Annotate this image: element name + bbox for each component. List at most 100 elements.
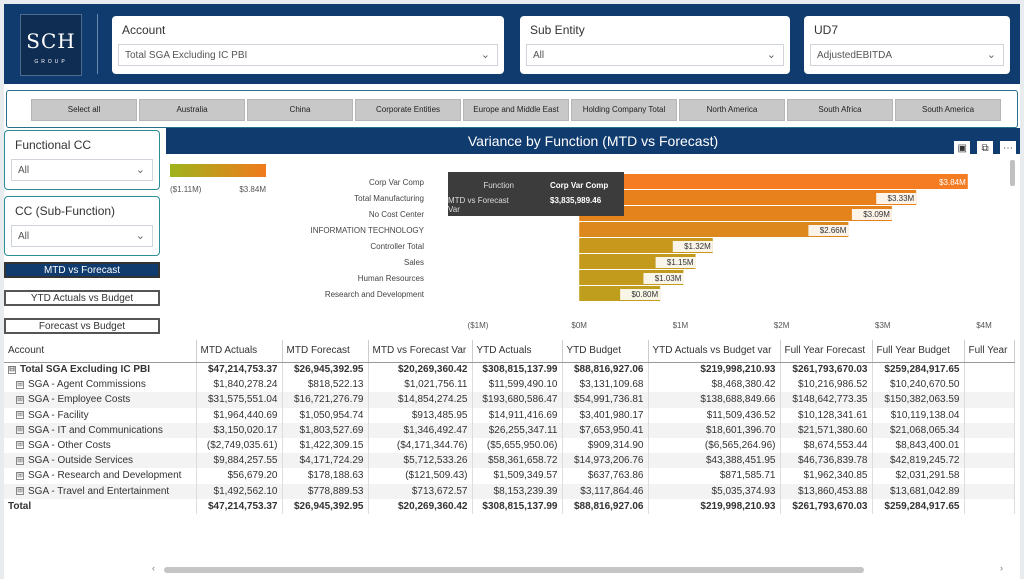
table-row[interactable]: ⊞ SGA - IT and Communications $3,150,020.1… — [4, 422, 1015, 438]
value-cell: $3,117,864.46 — [562, 483, 649, 499]
table-row[interactable]: ⊞ SGA - Travel and Entertainment $1,492,56… — [4, 483, 1015, 499]
table-row[interactable]: Total $47,214,753.37 $26,945,392.95 $20,269… — [4, 498, 1015, 514]
value-cell: $4,171,724.29 — [282, 453, 369, 469]
column-header[interactable]: Full Year Forecast — [780, 340, 873, 363]
table-row[interactable]: ⊞ SGA - Research and Development $56,679.2… — [4, 468, 1015, 484]
column-header[interactable]: YTD Actuals vs Budget var — [648, 340, 781, 363]
expand-icon[interactable]: ⊞ — [16, 395, 24, 404]
value-cell: $308,815,137.99 — [472, 362, 563, 378]
value-cell: $178,188.63 — [282, 468, 369, 484]
variance-table: Account MTD Actuals MTD Forecast MTD vs For… — [4, 340, 1015, 514]
ytd-actuals-vs-budget-button[interactable]: YTD Actuals vs Budget — [4, 290, 160, 306]
sub-entity-slicer-title: Sub Entity — [530, 23, 585, 37]
bar[interactable] — [579, 222, 849, 237]
value-cell: $2,031,291.58 — [872, 468, 965, 484]
pin-icon[interactable]: ▣ — [954, 141, 971, 157]
account-cell: ⊞ SGA - Travel and Entertainment — [4, 483, 197, 499]
functional-cc-dropdown[interactable]: All ⌄ — [11, 159, 153, 181]
table-row[interactable]: ⊞ SGA - Employee Costs $31,575,551.04 $16,7… — [4, 392, 1015, 408]
column-header[interactable]: MTD Forecast — [282, 340, 369, 363]
category-label: Human Resources — [358, 274, 424, 283]
region-button-china[interactable]: China — [247, 99, 353, 121]
expand-icon[interactable]: ⊞ — [16, 380, 24, 389]
expand-icon[interactable]: ⊞ — [16, 411, 24, 420]
value-cell: $1,422,309.15 — [282, 437, 369, 454]
value-cell — [964, 362, 1015, 378]
collapse-icon[interactable]: ⊟ — [8, 365, 16, 374]
data-label-background — [808, 225, 849, 236]
x-tick-label: $2M — [774, 321, 790, 330]
column-header[interactable]: YTD Budget — [562, 340, 649, 363]
account-cell: ⊞ SGA - Research and Development — [4, 468, 197, 484]
data-label-background — [851, 209, 892, 220]
category-label: Total Manufacturing — [354, 194, 424, 203]
forecast-vs-budget-button[interactable]: Forecast vs Budget — [4, 318, 160, 334]
table-row[interactable]: ⊞ SGA - Agent Commissions $1,840,278.24 $81… — [4, 377, 1015, 393]
region-button-europe-middle-east[interactable]: Europe and Middle East — [463, 99, 569, 121]
expand-icon[interactable]: ⊞ — [16, 426, 24, 435]
focus-icon[interactable]: ⧉ — [977, 141, 994, 157]
value-cell: $7,653,950.41 — [562, 422, 649, 438]
region-button-select-all[interactable]: Select all — [31, 99, 137, 121]
ud7-slicer-title: UD7 — [814, 23, 839, 37]
value-cell: $26,945,392.95 — [282, 362, 369, 378]
value-cell — [964, 392, 1015, 408]
data-label: $2.66M — [820, 226, 847, 235]
column-header[interactable]: YTD Actuals — [472, 340, 563, 363]
table-row[interactable]: ⊟ Total SGA Excluding IC PBI $47,214,753.3… — [4, 362, 1015, 378]
value-cell: $1,346,492.47 — [368, 422, 473, 438]
value-cell: $8,674,553.44 — [780, 437, 873, 454]
table-row[interactable]: ⊞ SGA - Facility $1,964,440.69 $1,050,954.7… — [4, 407, 1015, 423]
region-button-holding-company[interactable]: Holding Company Total — [571, 99, 677, 121]
column-header[interactable]: Full Year — [964, 340, 1015, 363]
region-button-corporate-entities[interactable]: Corporate Entities — [355, 99, 461, 121]
account-dropdown[interactable]: Total SGA Excluding IC PBI ⌄ — [118, 44, 498, 66]
more-icon[interactable]: ⋯ — [1000, 141, 1016, 157]
sub-entity-dropdown[interactable]: All ⌄ — [526, 44, 784, 66]
expand-icon[interactable]: ⊞ — [16, 471, 24, 480]
value-cell: $88,816,927.06 — [562, 362, 649, 378]
functional-cc-title: Functional CC — [15, 138, 92, 152]
value-cell: $308,815,137.99 — [472, 498, 563, 514]
column-header[interactable]: Full Year Budget — [872, 340, 965, 363]
expand-icon[interactable]: ⊞ — [16, 486, 24, 495]
region-button-australia[interactable]: Australia — [139, 99, 245, 121]
region-button-bar: Select all Australia China Corporate Ent… — [6, 90, 1018, 128]
data-label: $3.33M — [888, 194, 915, 203]
account-label: SGA - IT and Communications — [28, 424, 163, 436]
data-label: $3.09M — [863, 210, 890, 219]
table-row[interactable]: ⊞ SGA - Other Costs ($2,749,035.61) $1,422,… — [4, 437, 1015, 454]
mtd-vs-forecast-button[interactable]: MTD vs Forecast — [4, 262, 160, 278]
column-header[interactable]: MTD vs Forecast Var — [368, 340, 473, 363]
table-header-row: Account MTD Actuals MTD Forecast MTD vs For… — [4, 340, 1015, 363]
value-cell: $8,468,380.42 — [648, 377, 781, 393]
value-cell: $47,214,753.37 — [196, 362, 283, 378]
value-cell: $5,712,533.26 — [368, 453, 473, 469]
value-cell: $56,679.20 — [196, 468, 283, 484]
column-header[interactable]: Account — [4, 340, 197, 363]
table-horizontal-scrollbar[interactable] — [164, 567, 864, 573]
region-button-south-africa[interactable]: South Africa — [787, 99, 893, 121]
account-cell: ⊞ SGA - Employee Costs — [4, 392, 197, 408]
scroll-right-icon[interactable]: › — [1000, 563, 1003, 573]
region-button-south-america[interactable]: South America — [895, 99, 1001, 121]
bar[interactable] — [579, 190, 917, 205]
value-cell: $14,854,274.25 — [368, 392, 473, 408]
sub-entity-dropdown-value: All — [533, 50, 545, 61]
table-row[interactable]: ⊞ SGA - Outside Services $9,884,257.55 $4,1… — [4, 453, 1015, 469]
cc-sub-function-dropdown[interactable]: All ⌄ — [11, 225, 153, 247]
expand-icon[interactable]: ⊞ — [16, 456, 24, 465]
chart-scrollbar[interactable] — [1010, 160, 1015, 186]
bar[interactable] — [579, 174, 968, 189]
value-cell: $14,911,416.69 — [472, 407, 563, 423]
account-slicer-title: Account — [122, 23, 166, 37]
ud7-dropdown[interactable]: AdjustedEBITDA ⌄ — [810, 44, 1004, 66]
data-label: $3.84M — [939, 178, 966, 187]
expand-icon[interactable]: ⊞ — [16, 441, 24, 450]
column-header[interactable]: MTD Actuals — [196, 340, 283, 363]
value-cell — [964, 483, 1015, 499]
region-button-north-america[interactable]: North America — [679, 99, 785, 121]
value-cell: $5,035,374.93 — [648, 483, 781, 499]
bar[interactable] — [579, 206, 892, 221]
scroll-left-icon[interactable]: ‹ — [152, 563, 155, 573]
